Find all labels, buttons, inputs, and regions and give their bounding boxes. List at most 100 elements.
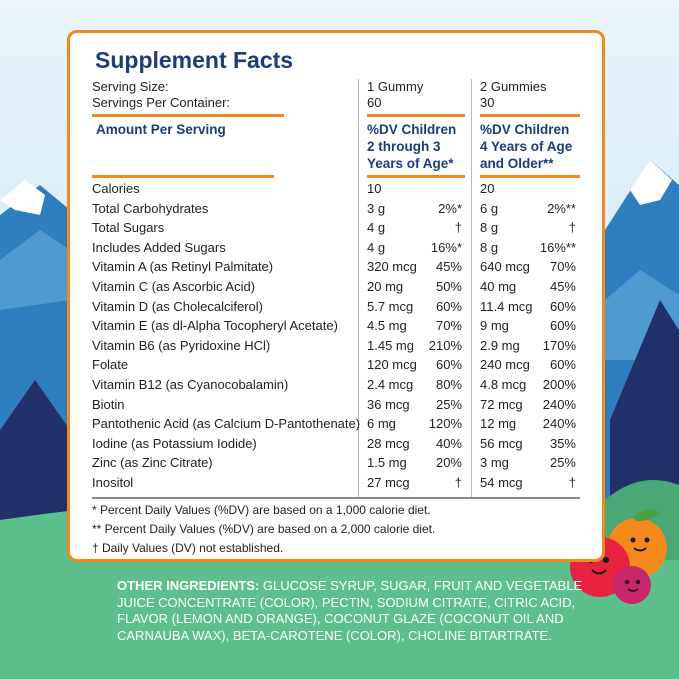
table-row: Total Carbohydrates 3 g 2%* 6 g 2%**	[70, 199, 602, 218]
col2-dv: 70%	[549, 259, 576, 275]
nutrient-name: Total Sugars	[92, 220, 165, 236]
col2-dv: 2%**	[547, 200, 576, 216]
col1-dv: 60%	[435, 357, 462, 373]
divider-bar	[480, 175, 580, 178]
table-row: Vitamin E (as dl-Alpha Tocopheryl Acetat…	[70, 316, 602, 335]
nutrient-name: Includes Added Sugars	[92, 239, 226, 255]
col1-dv: 80%	[435, 377, 462, 392]
table-row: Total Sugars 4 g † 8 g †	[70, 218, 602, 237]
other-ingredients: OTHER INGREDIENTS: GLUCOSE SYRUP, SUGAR,…	[117, 578, 587, 644]
col1-amount: 36 mcg	[367, 396, 410, 412]
col1-amount: 27 mcg	[367, 475, 410, 490]
table-row: Vitamin B12 (as Cyanocobalamin) 2.4 mcg 80…	[70, 375, 602, 394]
table-row: Biotin 36 mcg 25% 72 mcg 240%	[70, 395, 602, 414]
col2-dv: †	[568, 475, 576, 490]
col1-dv: 40%	[435, 435, 462, 451]
col1-dv: 210%	[428, 337, 462, 353]
col1-dv: 2%*	[438, 200, 462, 216]
col2-dv: 16%**	[539, 239, 576, 255]
col1-dv: †	[454, 220, 462, 236]
col2-dv: 45%	[549, 279, 576, 294]
table-row: Vitamin B6 (as Pyridoxine HCl) 1.45 mg 210…	[70, 336, 602, 355]
nutrient-name: Calories	[92, 181, 140, 196]
table-row: Calories 10 20	[70, 179, 602, 198]
col2-dv: 60%	[549, 298, 576, 314]
panel-title: Supplement Facts	[95, 47, 294, 73]
divider-bar	[92, 175, 274, 178]
col1-dv: †	[454, 475, 462, 490]
footnote: † Daily Values (DV) not established.	[92, 541, 284, 555]
col1-dv: 70%	[435, 318, 462, 334]
col1-amount: 3 g	[367, 200, 386, 216]
col2-dv: 25%	[549, 455, 576, 471]
table-row: Vitamin C (as Ascorbic Acid) 20 mg 50% 40 m…	[70, 277, 602, 296]
col2-amount: 6 g	[480, 200, 499, 216]
col2-amount: 40 mg	[480, 279, 517, 294]
supplement-facts-panel: Supplement Facts Serving Size: Servings …	[67, 30, 605, 562]
servings-per-container-label: Servings Per Container:	[92, 95, 231, 110]
table-bottom-rule	[92, 497, 580, 499]
col2-amount: 240 mcg	[480, 357, 530, 373]
table-row: Iodine (as Potassium Iodide) 28 mcg 40% 56 …	[70, 434, 602, 453]
col1-amount: 6 mg	[367, 416, 396, 432]
col2-amount: 8 g	[480, 220, 499, 236]
col2-amount: 640 mcg	[480, 259, 530, 275]
other-ingredients-label: OTHER INGREDIENTS:	[117, 578, 260, 593]
col1-dv: 60%	[435, 298, 462, 314]
col2-amount: 3 mg	[480, 455, 509, 471]
col2-amount: 2.9 mg	[480, 337, 520, 353]
col2-servings: 30	[480, 95, 495, 110]
col1-servings: 60	[367, 95, 382, 110]
col1-dv: 120%	[428, 416, 462, 432]
col2-amount: 54 mcg	[480, 475, 523, 490]
col1-amount: 10	[367, 181, 382, 196]
col1-amount: 1.45 mg	[367, 337, 414, 353]
col1-serving-size: 1 Gummy	[367, 79, 424, 94]
col2-amount: 4.8 mcg	[480, 377, 527, 392]
col1-amount: 1.5 mg	[367, 455, 407, 471]
col2-amount: 56 mcg	[480, 435, 523, 451]
other-ingredients-text: GLUCOSE SYRUP, SUGAR, FRUIT AND VEGETABL…	[117, 578, 583, 643]
col1-header-line3: Years of Age*	[367, 156, 454, 171]
footnote: * Percent Daily Values (%DV) are based o…	[92, 503, 431, 517]
col1-amount: 4 g	[367, 239, 386, 255]
col2-amount: 12 mg	[480, 416, 517, 432]
col2-dv: 240%	[542, 416, 576, 432]
col1-dv: 45%	[435, 259, 462, 275]
col1-dv: 25%	[435, 396, 462, 412]
table-row: Zinc (as Zinc Citrate) 1.5 mg 20% 3 mg 25%	[70, 453, 602, 472]
table-row: Vitamin D (as Cholecalciferol) 5.7 mcg 60%…	[70, 297, 602, 316]
nutrient-name: Folate	[92, 357, 129, 373]
col2-dv: †	[568, 220, 576, 236]
col1-dv: 20%	[435, 455, 462, 471]
col1-amount: 4.5 mg	[367, 318, 407, 334]
col2-serving-size: 2 Gummies	[480, 79, 547, 94]
table-row: Pantothenic Acid (as Calcium D-Pantothen…	[70, 414, 602, 433]
col1-amount: 4 g	[367, 220, 386, 236]
col1-header-line1: %DV Children	[367, 122, 457, 137]
col1-amount: 2.4 mcg	[367, 377, 414, 392]
nutrient-name: Vitamin A (as Retinyl Palmitate)	[92, 259, 274, 275]
col1-dv: 50%	[435, 279, 462, 294]
col2-amount: 11.4 mcg	[480, 298, 533, 314]
nutrient-name: Vitamin E (as dl-Alpha Tocopheryl Acetat…	[92, 318, 338, 334]
table-row: Includes Added Sugars 4 g 16%* 8 g 16%**	[70, 238, 602, 257]
nutrient-name: Vitamin B6 (as Pyridoxine HCl)	[92, 337, 271, 353]
nutrient-name: Iodine (as Potassium Iodide)	[92, 435, 257, 451]
col1-amount: 20 mg	[367, 279, 404, 294]
nutrient-name: Inositol	[92, 475, 134, 490]
nutrient-name: Vitamin D (as Cholecalciferol)	[92, 298, 263, 314]
table-row: Folate 120 mcg 60% 240 mcg 60%	[70, 355, 602, 374]
nutrient-name: Biotin	[92, 396, 125, 412]
col1-dv: 16%*	[430, 239, 462, 255]
col1-amount: 5.7 mcg	[367, 298, 414, 314]
col1-amount: 120 mcg	[367, 357, 417, 373]
col2-header-line1: %DV Children	[480, 122, 570, 137]
column-divider	[471, 79, 472, 497]
nutrient-name: Total Carbohydrates	[92, 200, 209, 216]
divider-bar	[480, 114, 580, 117]
nutrient-name: Pantothenic Acid (as Calcium D-Pantothen…	[92, 416, 361, 432]
col2-dv: 200%	[542, 377, 576, 392]
col1-header-line2: 2 through 3	[367, 139, 441, 154]
col2-dv: 60%	[549, 318, 576, 334]
